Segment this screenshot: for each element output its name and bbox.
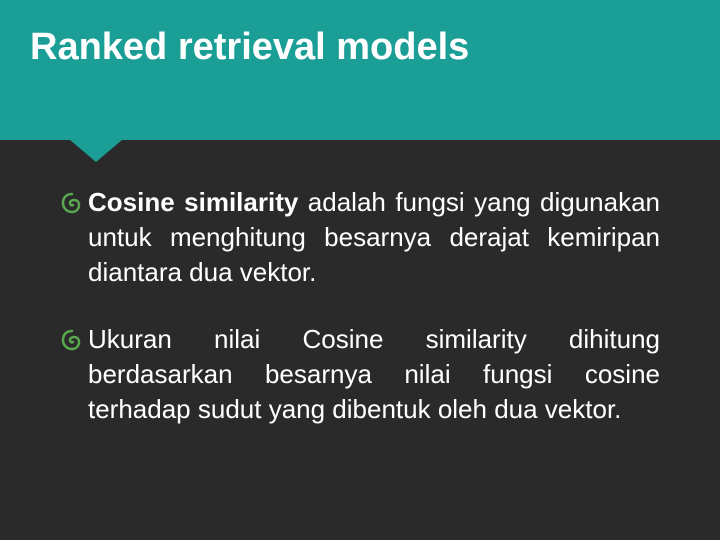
slide-content: Cosine similarity adalah fungsi yang dig… bbox=[0, 140, 720, 428]
bullet-rest: Ukuran nilai Cosine similarity dihitung … bbox=[88, 324, 660, 424]
slide-header: Ranked retrieval models bbox=[0, 0, 720, 140]
bullet-text: Ukuran nilai Cosine similarity dihitung … bbox=[88, 322, 660, 427]
bullet-item: Cosine similarity adalah fungsi yang dig… bbox=[60, 185, 660, 290]
slide-title: Ranked retrieval models bbox=[30, 25, 690, 71]
swirl-bullet-icon bbox=[60, 191, 88, 215]
bullet-item: Ukuran nilai Cosine similarity dihitung … bbox=[60, 322, 660, 427]
slide: Ranked retrieval models Cosine similarit… bbox=[0, 0, 720, 540]
bullet-lead: Cosine similarity bbox=[88, 187, 298, 217]
bullet-text: Cosine similarity adalah fungsi yang dig… bbox=[88, 185, 660, 290]
header-chevron-icon bbox=[70, 140, 122, 162]
swirl-bullet-icon bbox=[60, 328, 88, 352]
